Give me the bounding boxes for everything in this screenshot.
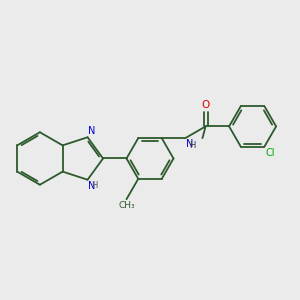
Text: N: N bbox=[88, 181, 96, 191]
Text: CH₃: CH₃ bbox=[118, 202, 135, 211]
Text: N: N bbox=[88, 126, 96, 136]
Text: O: O bbox=[202, 100, 210, 110]
Text: N: N bbox=[186, 139, 194, 149]
Text: Cl: Cl bbox=[266, 148, 275, 158]
Text: H: H bbox=[92, 181, 98, 190]
Text: H: H bbox=[190, 141, 196, 150]
